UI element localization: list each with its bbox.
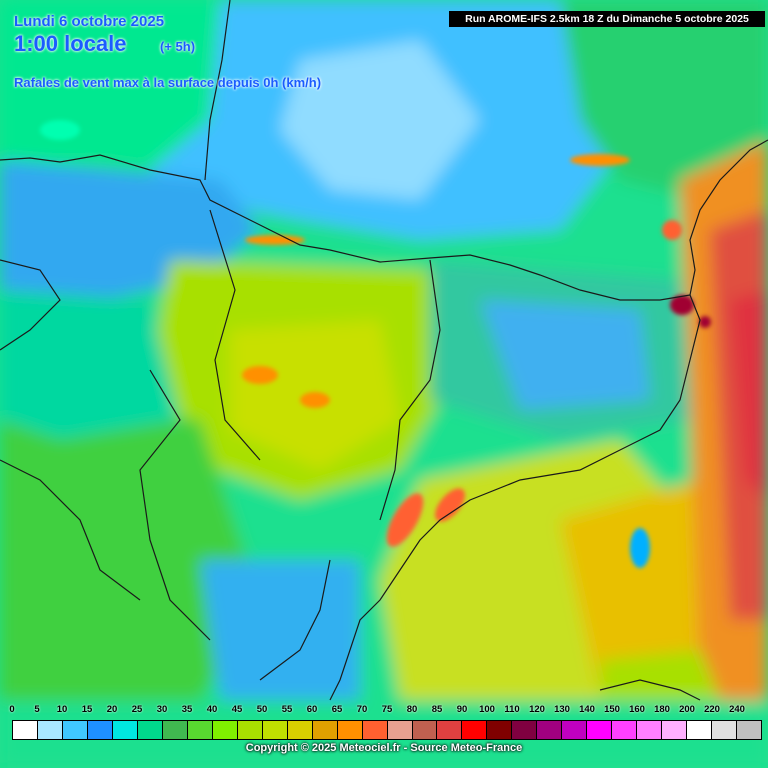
legend-swatch <box>287 721 313 739</box>
legend-label: 20 <box>106 704 118 715</box>
legend-label: 160 <box>629 704 645 715</box>
legend-swatch <box>537 721 563 739</box>
legend-label: 180 <box>654 704 670 715</box>
legend-label: 120 <box>529 704 545 715</box>
legend-swatch <box>37 721 63 739</box>
legend-swatch <box>637 721 663 739</box>
legend-swatch <box>562 721 588 739</box>
legend-label: 15 <box>81 704 93 715</box>
legend-swatch <box>587 721 613 739</box>
legend-label: 35 <box>181 704 193 715</box>
legend-label: 240 <box>729 704 745 715</box>
legend-swatch <box>487 721 513 739</box>
legend-label: 110 <box>504 704 520 715</box>
legend-swatch <box>187 721 213 739</box>
legend-swatch <box>162 721 188 739</box>
legend-label: 5 <box>34 704 40 715</box>
legend-label: 50 <box>256 704 268 715</box>
legend-label: 140 <box>579 704 595 715</box>
legend-labels: 0 5 10 15 20 25 30 35 40 45 50 55 60 65 70 75 80 85 90 100 1… <box>0 704 768 718</box>
legend-label: 40 <box>206 704 218 715</box>
legend-swatch <box>237 721 263 739</box>
legend-swatch <box>737 721 762 739</box>
legend-swatch <box>437 721 463 739</box>
legend-swatch <box>262 721 288 739</box>
legend-label: 130 <box>554 704 570 715</box>
legend-label: 45 <box>231 704 243 715</box>
legend-label: 0 <box>9 704 15 715</box>
legend-swatch <box>337 721 363 739</box>
legend-label: 220 <box>704 704 720 715</box>
legend-label: 55 <box>281 704 293 715</box>
legend-label: 30 <box>156 704 168 715</box>
legend-label: 65 <box>331 704 343 715</box>
legend-label: 150 <box>604 704 620 715</box>
legend-swatch <box>412 721 438 739</box>
legend-label: 200 <box>679 704 695 715</box>
legend-swatch <box>512 721 538 739</box>
forecast-date: Lundi 6 octobre 2025 <box>14 13 165 30</box>
forecast-lead-time: (+ 5h) <box>160 39 196 54</box>
legend-label: 10 <box>56 704 68 715</box>
legend-swatch <box>612 721 638 739</box>
model-run-banner: Run AROME-IFS 2.5km 18 Z du Dimanche 5 o… <box>449 11 765 27</box>
legend-swatch <box>13 721 38 739</box>
legend-swatch <box>312 721 338 739</box>
parameter-title: Rafales de vent max à la surface depuis … <box>14 75 322 90</box>
legend-label: 100 <box>479 704 495 715</box>
legend-swatch <box>112 721 138 739</box>
copyright-notice: Copyright © 2025 Meteociel.fr - Source M… <box>245 742 523 754</box>
legend-swatch <box>212 721 238 739</box>
legend-swatch <box>362 721 388 739</box>
legend-swatch <box>87 721 113 739</box>
forecast-time: 1:00 locale <box>14 31 127 56</box>
legend-label: 80 <box>406 704 418 715</box>
legend-swatch <box>137 721 163 739</box>
legend-label: 70 <box>356 704 368 715</box>
legend-label: 90 <box>456 704 468 715</box>
legend-swatch <box>662 721 688 739</box>
color-scale-legend <box>12 720 762 740</box>
legend-label: 25 <box>131 704 143 715</box>
legend-swatch <box>687 721 713 739</box>
legend-swatch <box>387 721 413 739</box>
legend-label: 60 <box>306 704 318 715</box>
legend-label: 75 <box>381 704 393 715</box>
legend-label: 85 <box>431 704 443 715</box>
legend-swatch <box>62 721 88 739</box>
legend-swatch <box>462 721 488 739</box>
legend-swatch <box>712 721 738 739</box>
